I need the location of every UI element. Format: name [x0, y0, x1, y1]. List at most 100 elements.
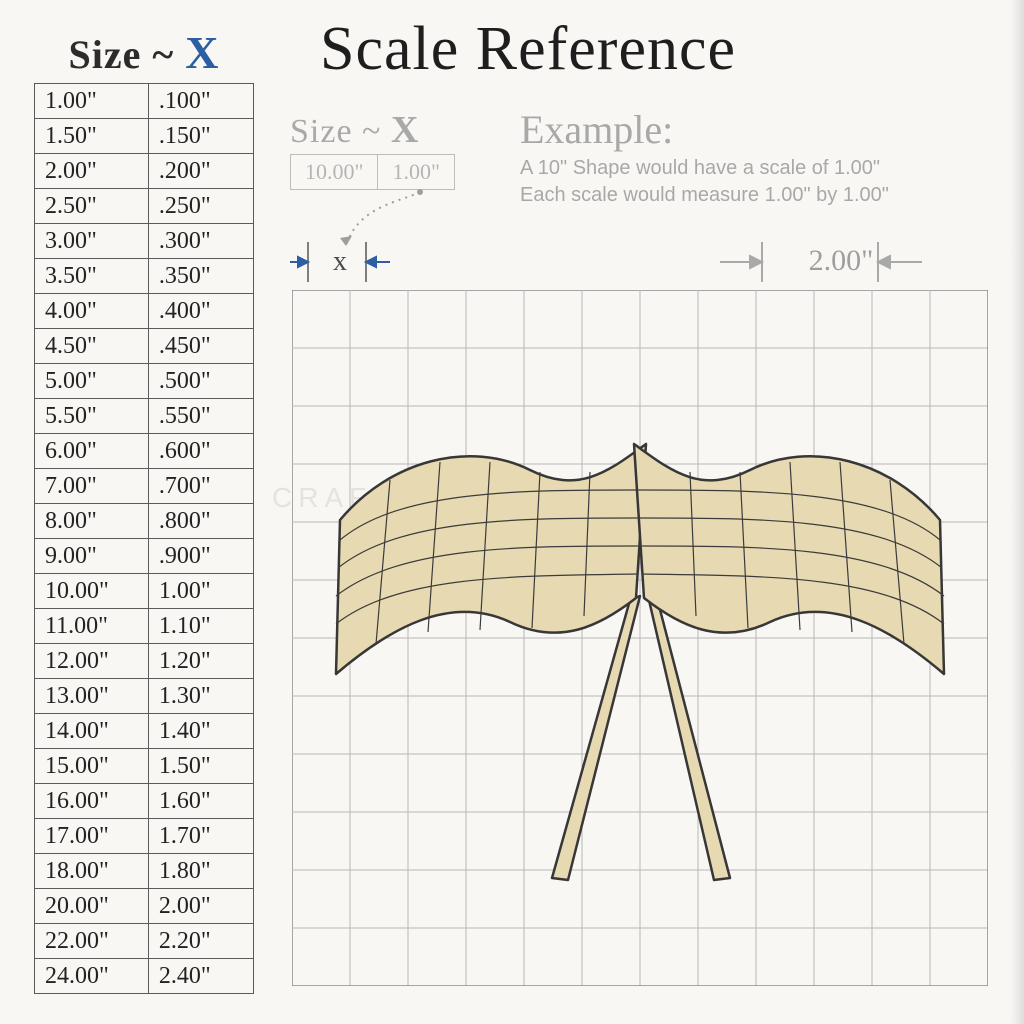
table-cell: .200"	[148, 154, 253, 189]
table-cell: 2.20"	[148, 924, 253, 959]
table-row: 5.00".500"	[35, 364, 254, 399]
table-cell: .800"	[148, 504, 253, 539]
table-row: 6.00".600"	[35, 434, 254, 469]
table-cell: 1.00"	[148, 574, 253, 609]
table-cell: 5.50"	[35, 399, 149, 434]
table-row: 20.00"2.00"	[35, 889, 254, 924]
page: CRAFTCUT Size ~ X 1.00".100"1.50".150"2.…	[0, 0, 1024, 1024]
table-cell: .900"	[148, 539, 253, 574]
table-row: 14.00"1.40"	[35, 714, 254, 749]
table-row: 2.00".200"	[35, 154, 254, 189]
table-cell: 9.00"	[35, 539, 149, 574]
table-cell: 3.00"	[35, 224, 149, 259]
table-row: 18.00"1.80"	[35, 854, 254, 889]
table-cell: 1.00"	[35, 84, 149, 119]
table-cell: 4.00"	[35, 294, 149, 329]
table-row: 3.00".300"	[35, 224, 254, 259]
sub-size-x: X	[391, 109, 419, 151]
table-row: 4.00".400"	[35, 294, 254, 329]
table-row: 13.00"1.30"	[35, 679, 254, 714]
table-cell: 2.50"	[35, 189, 149, 224]
x-scale-marker: x	[290, 236, 390, 288]
table-cell: .150"	[148, 119, 253, 154]
two-inch-label: 2.00"	[809, 244, 874, 278]
table-cell: 1.80"	[148, 854, 253, 889]
sub-size-prefix: Size ~	[290, 113, 391, 150]
size-table-heading: Size ~ X	[34, 26, 254, 79]
table-row: 4.50".450"	[35, 329, 254, 364]
scale-grid	[292, 290, 988, 986]
table-row: 8.00".800"	[35, 504, 254, 539]
table-cell: 1.50"	[148, 749, 253, 784]
table-cell: 1.70"	[148, 819, 253, 854]
table-cell: 2.40"	[148, 959, 253, 994]
table-row: 15.00"1.50"	[35, 749, 254, 784]
table-cell: .350"	[148, 259, 253, 294]
sub-size-heading: Size ~ X	[290, 108, 455, 152]
table-cell: 1.20"	[148, 644, 253, 679]
mini-cell-scale: 1.00"	[378, 155, 454, 190]
table-cell: 10.00"	[35, 574, 149, 609]
table-row: 2.50".250"	[35, 189, 254, 224]
table-cell: 1.60"	[148, 784, 253, 819]
table-cell: 4.50"	[35, 329, 149, 364]
table-cell: 11.00"	[35, 609, 149, 644]
table-row: 9.00".900"	[35, 539, 254, 574]
table-row: 1.00".100"	[35, 84, 254, 119]
table-cell: .250"	[148, 189, 253, 224]
table-row: 11.00"1.10"	[35, 609, 254, 644]
size-table: 1.00".100"1.50".150"2.00".200"2.50".250"…	[34, 83, 254, 994]
table-cell: 18.00"	[35, 854, 149, 889]
table-cell: 7.00"	[35, 469, 149, 504]
size-heading-x: X	[185, 27, 219, 78]
table-cell: 1.10"	[148, 609, 253, 644]
table-row: 10.00"1.00"	[35, 574, 254, 609]
table-cell: 16.00"	[35, 784, 149, 819]
table-cell: .450"	[148, 329, 253, 364]
table-cell: 2.00"	[148, 889, 253, 924]
table-cell: 17.00"	[35, 819, 149, 854]
table-row: 22.00"2.20"	[35, 924, 254, 959]
size-table-block: Size ~ X 1.00".100"1.50".150"2.00".200"2…	[34, 26, 254, 994]
table-cell: 8.00"	[35, 504, 149, 539]
table-cell: 5.00"	[35, 364, 149, 399]
table-cell: .400"	[148, 294, 253, 329]
example-block: Example: A 10" Shape would have a scale …	[520, 106, 980, 209]
table-row: 16.00"1.60"	[35, 784, 254, 819]
table-cell: .700"	[148, 469, 253, 504]
table-cell: 2.00"	[35, 154, 149, 189]
table-cell: 20.00"	[35, 889, 149, 924]
table-row: 3.50".350"	[35, 259, 254, 294]
table-cell: .600"	[148, 434, 253, 469]
table-cell: 1.50"	[35, 119, 149, 154]
two-inch-marker: 2.00"	[716, 236, 966, 288]
table-row: 24.00"2.40"	[35, 959, 254, 994]
sub-size-block: Size ~ X 10.00" 1.00"	[290, 108, 455, 190]
x-marker-label: x	[333, 246, 347, 278]
example-line-2: Each scale would measure 1.00" by 1.00"	[520, 182, 980, 209]
table-cell: .100"	[148, 84, 253, 119]
size-heading-prefix: Size ~	[69, 32, 186, 77]
table-row: 5.50".550"	[35, 399, 254, 434]
table-row: 7.00".700"	[35, 469, 254, 504]
mini-cell-size: 10.00"	[291, 155, 378, 190]
table-cell: 22.00"	[35, 924, 149, 959]
table-cell: 24.00"	[35, 959, 149, 994]
table-row: 12.00"1.20"	[35, 644, 254, 679]
paper-edge-shadow	[1010, 0, 1024, 1024]
table-cell: .300"	[148, 224, 253, 259]
table-cell: 13.00"	[35, 679, 149, 714]
table-row: 1.50".150"	[35, 119, 254, 154]
table-row: 17.00"1.70"	[35, 819, 254, 854]
table-cell: 1.40"	[148, 714, 253, 749]
table-cell: 14.00"	[35, 714, 149, 749]
table-cell: 15.00"	[35, 749, 149, 784]
table-cell: 6.00"	[35, 434, 149, 469]
mini-example-table: 10.00" 1.00"	[290, 154, 455, 190]
table-cell: .550"	[148, 399, 253, 434]
table-cell: .500"	[148, 364, 253, 399]
table-cell: 1.30"	[148, 679, 253, 714]
table-cell: 3.50"	[35, 259, 149, 294]
example-line-1: A 10" Shape would have a scale of 1.00"	[520, 155, 980, 182]
table-cell: 12.00"	[35, 644, 149, 679]
